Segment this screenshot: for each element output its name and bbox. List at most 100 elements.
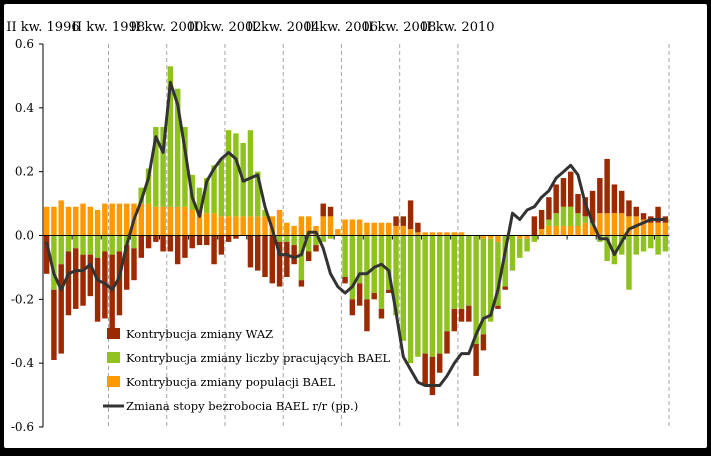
bar-population — [305, 216, 312, 236]
bar-population — [262, 216, 268, 236]
bar-employment — [204, 178, 210, 214]
bar-waz — [342, 276, 348, 284]
bar-waz — [531, 216, 538, 236]
bar-population — [458, 232, 465, 236]
bar-waz — [400, 216, 407, 226]
bar-population — [436, 232, 443, 236]
bar-waz — [284, 241, 290, 277]
bar-population — [145, 203, 152, 236]
bar-population — [553, 225, 559, 236]
bar-waz — [262, 235, 268, 277]
bar-employment — [255, 171, 261, 217]
bar-employment — [247, 130, 254, 217]
bar-employment — [451, 235, 457, 309]
bar-waz — [109, 254, 115, 338]
bar-employment — [502, 235, 508, 287]
bar-employment — [284, 235, 290, 242]
bar-employment — [196, 187, 203, 210]
bar-employment — [80, 235, 86, 255]
bar-population — [575, 225, 581, 236]
bar-employment — [524, 238, 530, 252]
bar-employment — [276, 235, 283, 242]
bar-population — [291, 225, 297, 236]
x-tick-label: II kw. 2004 — [247, 20, 320, 35]
bar-population — [517, 235, 523, 239]
bar-waz — [189, 235, 195, 249]
bar-employment — [655, 235, 661, 255]
bar-employment — [218, 158, 225, 217]
bar-employment — [182, 126, 188, 207]
bar-waz — [233, 235, 239, 239]
bar-waz — [87, 254, 94, 297]
bar-employment — [174, 88, 181, 207]
x-tick-label: II kw. 2000 — [130, 20, 203, 35]
bar-population — [386, 222, 392, 236]
bar-waz — [422, 353, 428, 386]
legend-label: Kontrybucja zmiany populacji BAEL — [126, 375, 336, 389]
bar-employment — [102, 235, 108, 252]
bar-population — [335, 229, 341, 236]
bar-waz — [123, 245, 130, 290]
bar-population — [167, 206, 174, 236]
bar-waz — [604, 158, 610, 214]
bar-waz — [546, 197, 552, 220]
bar-population — [182, 206, 188, 236]
bar-employment — [429, 235, 436, 357]
bar-population — [87, 206, 94, 236]
bar-employment — [386, 235, 392, 290]
bar-population — [225, 216, 232, 236]
bar-population — [189, 209, 195, 236]
bar-employment — [305, 235, 312, 252]
bar-waz — [65, 251, 72, 316]
bar-population — [123, 203, 130, 236]
bar-population — [160, 206, 166, 236]
bar-waz — [313, 245, 319, 252]
bar-employment — [342, 235, 348, 277]
bar-population — [597, 213, 603, 236]
bar-employment — [160, 126, 166, 207]
bar-population — [364, 222, 370, 236]
bar-population — [356, 219, 363, 236]
bar-population — [240, 216, 246, 236]
bar-waz — [153, 235, 159, 242]
bar-waz — [58, 264, 64, 354]
bar-employment — [153, 126, 159, 207]
bar-employment — [131, 235, 137, 249]
bar-population — [640, 219, 647, 236]
legend: Kontrybucja zmiany WAZ Kontrybucja zmiany… — [103, 327, 391, 413]
bar-population — [255, 216, 261, 236]
bar-waz — [94, 257, 101, 322]
bar-employment — [320, 235, 326, 242]
bar-waz — [138, 235, 144, 258]
bar-waz — [160, 235, 166, 252]
y-tick-label: 0.2 — [15, 165, 34, 179]
bar-waz — [444, 331, 450, 354]
bar-employment — [553, 213, 559, 226]
bar-population — [371, 222, 377, 236]
bar-employment — [233, 133, 239, 217]
bar-employment — [436, 235, 443, 354]
bar-employment — [225, 130, 232, 217]
bar-population — [73, 206, 79, 236]
bar-waz — [327, 206, 334, 217]
bar-population — [451, 232, 457, 236]
bar-population — [109, 203, 115, 236]
legend-swatch — [107, 376, 120, 387]
bar-population — [662, 222, 669, 236]
bar-employment — [626, 235, 632, 290]
x-tick-label: II kw. 2002 — [188, 20, 261, 35]
bar-population — [58, 200, 64, 236]
bar-waz — [305, 251, 312, 262]
bar-waz — [356, 283, 363, 306]
bar-population — [320, 216, 326, 236]
bar-population — [524, 235, 530, 239]
bar-population — [196, 209, 203, 236]
bar-employment — [568, 206, 574, 226]
y-tick-label: -0.6 — [11, 420, 34, 434]
bar-employment — [364, 235, 370, 300]
bar-employment — [458, 235, 465, 309]
bar-employment — [648, 235, 654, 249]
bar-employment — [167, 66, 174, 207]
bar-population — [604, 213, 610, 236]
